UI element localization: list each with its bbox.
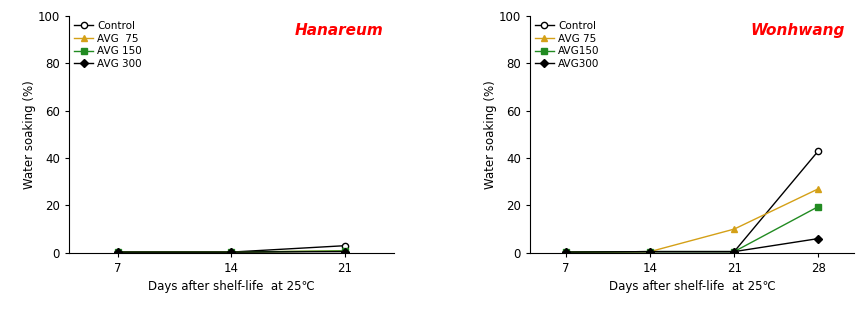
AVG300 <box>561 250 571 254</box>
Control <box>340 244 350 248</box>
AVG 300 <box>340 250 350 253</box>
Line: AVG 150: AVG 150 <box>115 248 348 255</box>
Line: AVG150: AVG150 <box>563 204 822 255</box>
Y-axis label: Water soaking (%): Water soaking (%) <box>484 80 497 189</box>
AVG 75 <box>729 227 740 231</box>
AVG 300 <box>226 250 236 254</box>
AVG  75 <box>340 249 350 253</box>
AVG  75 <box>112 250 123 254</box>
X-axis label: Days after shelf-life  at 25℃: Days after shelf-life at 25℃ <box>608 280 776 293</box>
AVG 150 <box>112 250 123 254</box>
Line: AVG  75: AVG 75 <box>115 248 348 255</box>
Text: Wonhwang: Wonhwang <box>750 23 845 38</box>
AVG150 <box>645 250 655 253</box>
Y-axis label: Water soaking (%): Water soaking (%) <box>23 80 36 189</box>
AVG 150 <box>340 249 350 253</box>
AVG300 <box>813 237 823 240</box>
AVG150 <box>813 205 823 209</box>
Legend: Control, AVG 75, AVG150, AVG300: Control, AVG 75, AVG150, AVG300 <box>533 19 602 71</box>
AVG 300 <box>112 250 123 254</box>
Text: Hanareum: Hanareum <box>295 23 384 38</box>
Control <box>112 250 123 254</box>
AVG150 <box>729 250 740 253</box>
Control <box>645 250 655 253</box>
AVG 75 <box>561 250 571 254</box>
AVG 75 <box>813 187 823 191</box>
Line: AVG 300: AVG 300 <box>115 248 348 255</box>
Line: Control: Control <box>563 148 822 255</box>
Line: AVG300: AVG300 <box>563 235 822 255</box>
Line: AVG 75: AVG 75 <box>563 186 822 255</box>
AVG300 <box>729 250 740 253</box>
Legend: Control, AVG  75, AVG 150, AVG 300: Control, AVG 75, AVG 150, AVG 300 <box>72 19 144 71</box>
Control <box>226 250 236 254</box>
AVG  75 <box>226 250 236 254</box>
AVG300 <box>645 250 655 253</box>
X-axis label: Days after shelf-life  at 25℃: Days after shelf-life at 25℃ <box>148 280 315 293</box>
AVG150 <box>561 250 571 254</box>
Control <box>813 149 823 153</box>
Line: Control: Control <box>115 243 348 255</box>
AVG 150 <box>226 250 236 254</box>
Control <box>561 250 571 254</box>
Control <box>729 250 740 253</box>
AVG 75 <box>645 250 655 253</box>
